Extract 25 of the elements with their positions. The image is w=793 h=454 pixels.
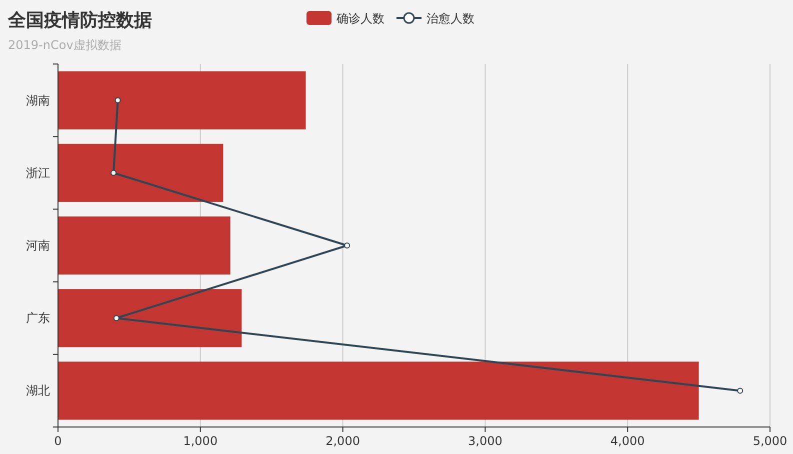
y-tick-label: 浙江 bbox=[26, 166, 50, 180]
bar bbox=[58, 362, 699, 420]
y-tick-label: 湖南 bbox=[26, 93, 50, 108]
chart-subtitle: 2019-nCov虚拟数据 bbox=[8, 38, 122, 52]
x-tick-label: 0 bbox=[54, 434, 62, 448]
point bbox=[113, 315, 120, 322]
x-tick-label: 5,000 bbox=[752, 434, 788, 448]
x-tick-label: 3,000 bbox=[468, 434, 502, 448]
y-tick-label: 河南 bbox=[26, 238, 50, 252]
x-tick-label: 2,000 bbox=[326, 434, 360, 448]
point bbox=[110, 170, 117, 176]
chart-title: 全国疫情防控数据 bbox=[7, 10, 152, 31]
y-tick-label: 湖北 bbox=[26, 384, 50, 398]
x-tick-label: 4,000 bbox=[610, 434, 645, 448]
bar bbox=[58, 216, 230, 275]
bar bbox=[58, 144, 224, 202]
bar bbox=[58, 71, 306, 130]
legend-label: 治愈人数 bbox=[426, 12, 474, 26]
point bbox=[114, 97, 121, 104]
point bbox=[737, 388, 744, 394]
x-tick-label: 1,000 bbox=[183, 434, 218, 448]
legend-label: 确诊人数 bbox=[336, 12, 384, 26]
point bbox=[344, 242, 350, 248]
bar bbox=[58, 289, 242, 348]
y-tick-label: 广东 bbox=[26, 311, 50, 326]
